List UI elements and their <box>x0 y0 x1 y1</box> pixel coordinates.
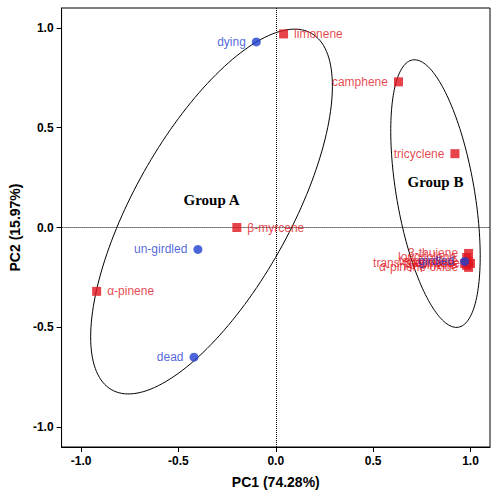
svg-text:0.0: 0.0 <box>267 454 284 468</box>
svg-text:α-pinene: α-pinene <box>107 284 154 298</box>
svg-text:-0.5: -0.5 <box>168 454 189 468</box>
svg-text:terpinolene: terpinolene <box>398 254 459 269</box>
svg-text:0.0: 0.0 <box>37 221 54 235</box>
svg-text:Group B: Group B <box>407 174 463 190</box>
svg-text:-0.5: -0.5 <box>33 320 54 334</box>
svg-text:-1.0: -1.0 <box>33 420 54 434</box>
svg-text:dead: dead <box>157 350 184 364</box>
svg-text:β-myrcene: β-myrcene <box>247 221 304 235</box>
svg-text:1.0: 1.0 <box>37 21 54 35</box>
svg-text:tricyclene: tricyclene <box>394 147 445 161</box>
svg-text:dying: dying <box>217 35 246 49</box>
svg-text:limonene: limonene <box>294 27 343 41</box>
svg-text:-1.0: -1.0 <box>71 454 92 468</box>
svg-text:un-girdled: un-girdled <box>134 242 187 256</box>
svg-text:camphene: camphene <box>332 75 388 89</box>
svg-text:Group A: Group A <box>184 192 240 208</box>
svg-text:0.5: 0.5 <box>37 121 54 135</box>
svg-text:0.5: 0.5 <box>365 454 382 468</box>
svg-text:girdled: girdled <box>418 254 454 268</box>
svg-text:PC1 (74.28%): PC1 (74.28%) <box>232 474 320 490</box>
svg-text:PC2 (15.97%): PC2 (15.97%) <box>7 184 23 272</box>
svg-text:1.0: 1.0 <box>462 454 479 468</box>
